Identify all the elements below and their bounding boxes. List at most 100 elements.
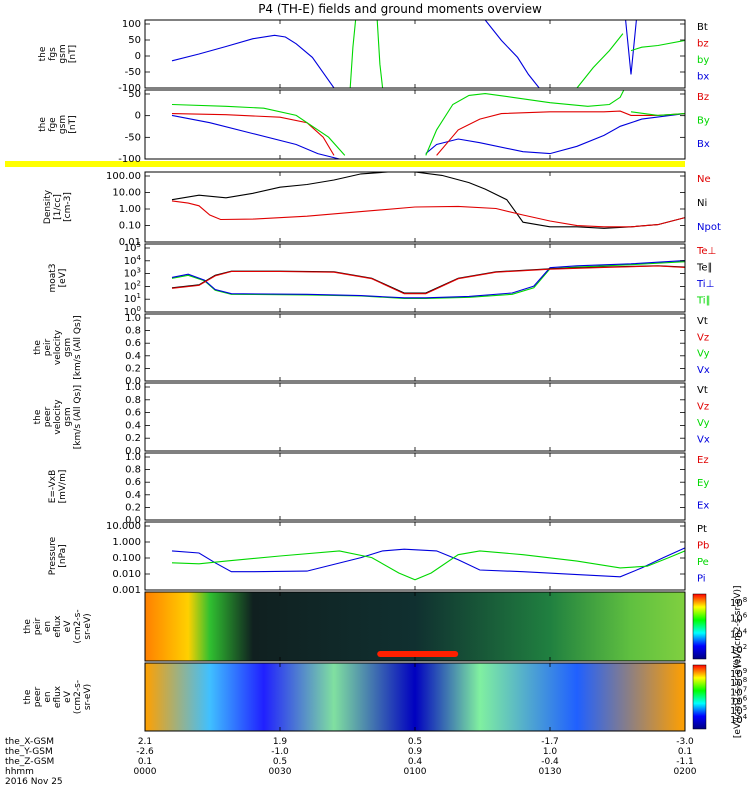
y-axis-label: en	[43, 691, 53, 702]
y-tick-label: 0	[135, 51, 141, 62]
colorbar-tick-label: 107	[730, 685, 747, 698]
y-tick-label: 0.010	[112, 569, 141, 580]
legend-Te⊥: Te⊥	[696, 246, 716, 257]
legend-bz: bz	[697, 39, 709, 50]
y-axis-label: velocity	[53, 329, 63, 365]
y-tick-label: 103	[124, 267, 141, 280]
y-tick-label: 0.2	[125, 433, 141, 444]
y-axis-label: [nT]	[68, 45, 78, 63]
panel-frame	[144, 452, 686, 521]
date-label: 2016 Nov 25	[5, 777, 63, 787]
quality-flag-bar	[145, 161, 685, 167]
series-group	[171, 260, 685, 299]
colorbar-tick-label: 102	[730, 643, 747, 656]
y-axis-label: eflux	[53, 685, 63, 708]
y-axis-label: en	[43, 621, 53, 632]
y-tick-label: 0.0	[125, 446, 141, 457]
legend-Bz: Bz	[697, 92, 709, 103]
ephemeris-value: -1.0	[271, 747, 289, 757]
y-tick-label: -100	[118, 154, 141, 165]
y-tick-label: 101	[124, 292, 141, 305]
panel-frame	[144, 313, 686, 382]
panel-density: 100.00 10.00 1.00 0.10 0.01 Density [1/cc] [cm-…	[43, 171, 721, 248]
ephemeris-value: 0200	[674, 767, 697, 777]
y-tick-label: 0.8	[125, 395, 141, 406]
panel-peer-velocity: 1.0 0.8 0.60.4 0.2 0.0 the peer velocity gsm [km/…	[33, 382, 710, 457]
legend-Bx: Bx	[697, 139, 710, 150]
ephemeris-value: -2.6	[136, 747, 154, 757]
y-axis-label: the	[38, 117, 48, 132]
y-tick-label: 10.00	[112, 188, 141, 199]
series-group	[171, 172, 685, 229]
series-group	[171, 90, 685, 159]
legend-Te∥: Te∥	[696, 263, 713, 274]
panel-frame	[144, 382, 686, 452]
series-by	[349, 20, 685, 88]
y-tick-label: 0.2	[125, 502, 141, 513]
legend-Ni: Ni	[697, 198, 707, 209]
y-tick-label: 0.0	[125, 376, 141, 387]
ephemeris-value: 0.4	[408, 757, 423, 767]
y-tick-label: 0.4	[125, 420, 141, 431]
y-tick-label: 105	[124, 241, 141, 254]
y-axis-label: [cm-3]	[63, 192, 73, 222]
y-tick-label: 0.001	[112, 585, 141, 596]
y-axis-label: gsm	[63, 338, 73, 357]
ephemeris-value: -1.1	[676, 757, 694, 767]
figure-title: P4 (TH-E) fields and ground moments over…	[258, 2, 542, 16]
legend-Ne: Ne	[697, 174, 711, 185]
y-tick-label: 104	[124, 254, 142, 267]
colorbar-tick-label: 109	[730, 667, 747, 680]
y-tick-label: -50	[125, 67, 141, 78]
ephemeris-label: the_X-GSM	[5, 737, 54, 747]
legend-Vt: Vt	[697, 316, 708, 327]
legend-Vy: Vy	[697, 349, 710, 360]
y-tick-label: 1.0	[125, 313, 141, 324]
y-axis-label: (cm2-s-	[73, 680, 83, 714]
y-tick-label: 0.10	[119, 221, 141, 232]
ephemeris-value: 0100	[404, 767, 427, 777]
ephemeris-label: the_Y-GSM	[5, 747, 53, 757]
y-tick-label: 0.100	[112, 553, 141, 564]
legend-Ez: Ez	[697, 455, 709, 466]
ephemeris-value: 0.5	[273, 757, 287, 767]
y-tick-label: 0.01	[119, 237, 141, 248]
y-axis-label: the	[23, 619, 33, 634]
y-tick-label: 100	[122, 19, 141, 30]
y-axis-label: eflux	[53, 615, 63, 638]
y-tick-label: 1.00	[119, 204, 141, 215]
ephemeris-value: -1.7	[541, 737, 559, 747]
y-tick-label: 0.4	[125, 351, 141, 362]
panel-peir-velocity: 1.0 0.80.6 0.40.2 0.0 the peir velocity gsm [km/…	[33, 313, 710, 387]
y-axis-label: [nT]	[68, 115, 78, 133]
ephemeris-label: hhmm	[5, 767, 34, 777]
legend-Ti⊥: Ti⊥	[696, 279, 714, 290]
legend-by: by	[697, 55, 709, 66]
colorbar-tick-label: 108	[730, 596, 747, 609]
legend-Vt: Vt	[697, 385, 708, 396]
panel-pressure: 10.000 1.000 0.100 0.010 0.001 Pressure [nPa] P…	[48, 521, 709, 596]
y-axis-label: gsm	[58, 44, 68, 63]
ephemeris-value: -3.0	[676, 737, 694, 747]
y-tick-label: 0.6	[125, 338, 141, 349]
series-bx	[171, 20, 637, 88]
y-tick-label: 1.0	[125, 452, 141, 463]
ephemeris-value: 1.9	[273, 737, 288, 747]
series-group	[171, 20, 685, 88]
ephemeris-value: 0.5	[408, 737, 422, 747]
colorbar-tick-label: 106	[730, 612, 748, 625]
ephemeris-value: -0.4	[541, 757, 559, 767]
y-axis-label: [km/s (All Qs)]	[73, 385, 83, 449]
colorbar-tick-label: 104	[730, 713, 748, 726]
legend-Vz: Vz	[697, 332, 709, 343]
y-tick-label: 0.6	[125, 477, 141, 488]
y-axis-label: gsm	[58, 115, 68, 134]
colorbar-peir-eflux	[692, 593, 707, 660]
y-tick-label: 0	[135, 111, 141, 122]
y-axis-label: [nPa]	[58, 544, 68, 567]
y-axis-label: velocity	[53, 399, 63, 435]
legend-Npot: Npot	[697, 222, 721, 233]
panel-fgs: 100 50 0 -50 -100 the fgs gsm [nT] Bt bz by bx	[38, 19, 709, 94]
y-axis-label: moat3	[48, 263, 58, 292]
